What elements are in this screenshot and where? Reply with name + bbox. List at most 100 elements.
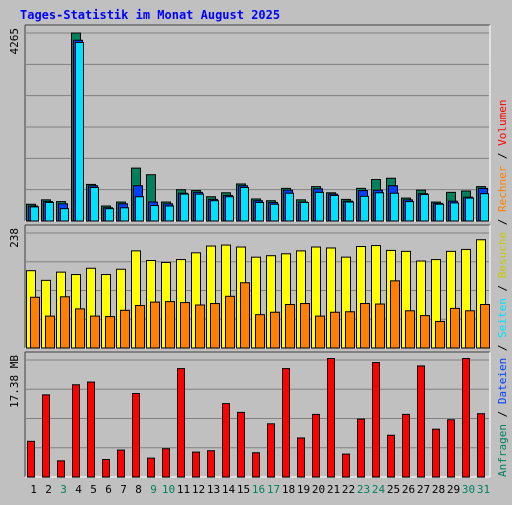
sites-bar (195, 304, 205, 349)
sites-bar (480, 304, 490, 349)
sites-bar (360, 303, 370, 349)
legend-entry: Anfragen (496, 424, 509, 477)
volume-bar (447, 419, 455, 478)
sites-bar (285, 304, 295, 349)
sites-bar (330, 311, 340, 349)
legend-separator: / (496, 404, 509, 424)
pages-bar (405, 201, 414, 222)
sites-bar (105, 316, 115, 349)
volume-bar (42, 394, 50, 478)
x-tick-label: 20 (312, 483, 325, 496)
x-tick-label: 31 (477, 483, 490, 496)
volume-bar (207, 450, 215, 478)
x-tick-label: 1 (30, 483, 37, 496)
pages-bar (90, 186, 99, 222)
x-tick-label: 24 (372, 483, 386, 496)
sites-bar (255, 314, 265, 349)
sites-bar (210, 303, 220, 349)
sites-bar (450, 307, 460, 349)
x-tick-label: 27 (417, 483, 430, 496)
pages-bar (480, 193, 489, 222)
volume-bar (162, 448, 170, 478)
volume-bar (102, 458, 110, 478)
pages-bar (420, 194, 429, 222)
x-tick-label: 4 (75, 483, 82, 496)
y-max-label-hits: 4265 (8, 28, 21, 55)
sites-bar (120, 309, 130, 349)
x-tick-label: 13 (207, 483, 220, 496)
pages-bar (360, 195, 369, 222)
x-tick-label: 25 (387, 483, 400, 496)
x-tick-label: 14 (222, 483, 236, 496)
volume-bar (177, 368, 185, 478)
x-tick-label: 8 (135, 483, 142, 496)
sites-bar (405, 310, 415, 349)
panel-visits-sites (24, 224, 491, 349)
sites-bar (180, 302, 190, 349)
x-tick-label: 16 (252, 483, 265, 496)
sites-bar (270, 311, 280, 349)
x-tick-label: 18 (282, 483, 295, 496)
sites-bar (390, 280, 400, 349)
x-tick-label: 29 (447, 483, 460, 496)
legend-entry: Seiten (496, 298, 509, 338)
volume-bar (357, 418, 365, 478)
pages-bar (60, 208, 69, 222)
volume-bar (372, 362, 380, 478)
pages-bar (450, 202, 459, 222)
pages-bar (300, 201, 309, 222)
chart-legend: Anfragen / Dateien / Seiten / Besuche / … (496, 99, 509, 477)
sites-bar (315, 315, 325, 349)
sites-bar (240, 282, 250, 349)
pages-bar (285, 192, 294, 222)
volume-bar (132, 393, 140, 478)
y-max-label-volume: 17.38 MB (8, 355, 21, 408)
volume-bar (252, 452, 260, 478)
pages-bar (225, 196, 234, 222)
volume-bar (27, 440, 35, 478)
volume-bar (387, 434, 395, 478)
x-tick-label: 28 (432, 483, 445, 496)
panel-volume (24, 351, 491, 478)
x-tick-label: 11 (177, 483, 190, 496)
x-tick-label: 9 (150, 483, 157, 496)
pages-bar (330, 194, 339, 222)
sites-bar (225, 295, 235, 349)
sites-bar (75, 308, 85, 349)
pages-bar (345, 201, 354, 222)
x-tick-label: 17 (267, 483, 280, 496)
x-tick-label: 19 (297, 483, 310, 496)
pages-bar (165, 205, 174, 222)
volume-bar (147, 457, 155, 478)
volume-bar (432, 428, 440, 478)
legend-separator: / (496, 278, 509, 298)
x-tick-label: 12 (192, 483, 205, 496)
pages-bar (150, 205, 159, 222)
legend-entry: Dateien (496, 358, 509, 404)
volume-bar (462, 358, 470, 478)
x-tick-label: 23 (357, 483, 370, 496)
legend-entry: Rechner (496, 165, 509, 212)
x-tick-label: 26 (402, 483, 415, 496)
x-tick-label: 22 (342, 483, 355, 496)
pages-bar (120, 207, 129, 222)
volume-bar (297, 437, 305, 478)
volume-bar (402, 413, 410, 478)
pages-bar (180, 193, 189, 222)
pages-bar (240, 186, 249, 222)
y-max-label-visits: 238 (8, 228, 21, 248)
x-tick-label: 2 (45, 483, 52, 496)
pages-bar (105, 208, 114, 222)
volume-bar (117, 449, 125, 478)
sites-bar (135, 304, 145, 349)
pages-bar (135, 196, 144, 222)
volume-bar (72, 384, 80, 478)
sites-bar (345, 311, 355, 349)
volume-bar (267, 423, 275, 478)
sites-bar (45, 315, 55, 349)
pages-bar (465, 197, 474, 222)
pages-bar (315, 191, 324, 222)
sites-bar (165, 301, 175, 349)
sites-bar (435, 320, 445, 349)
